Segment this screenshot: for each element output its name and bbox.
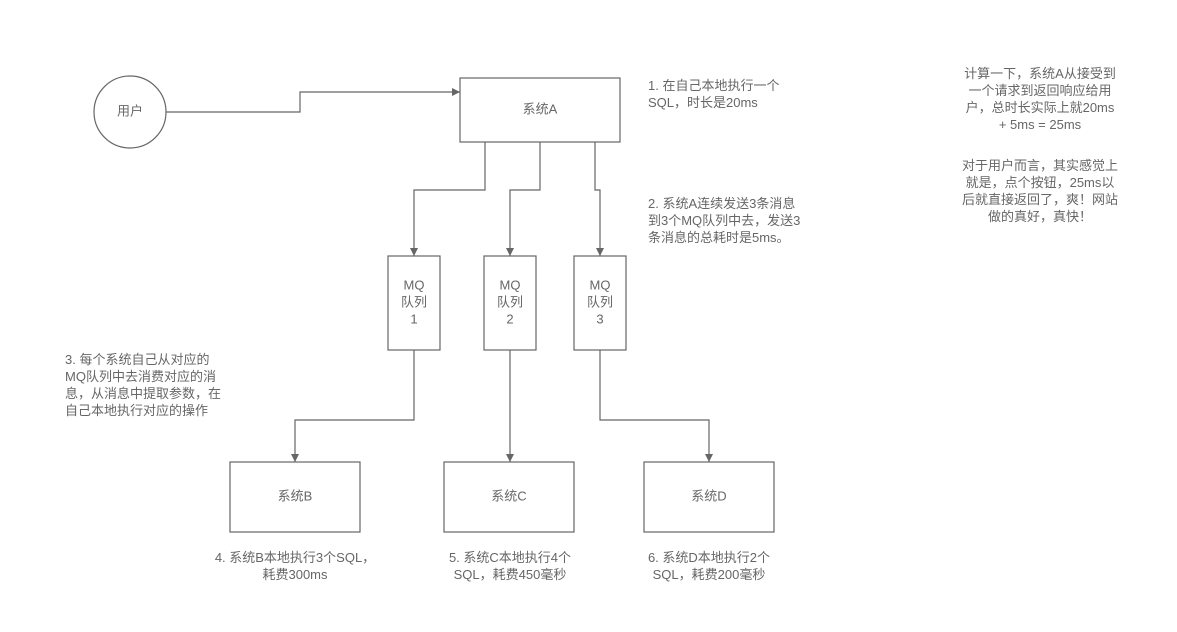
node-mq3-label: 3 (596, 311, 603, 326)
annotation-a1: 1. 在自己本地执行一个 SQL，时长是20ms (648, 78, 779, 110)
flowchart-canvas: 用户 系统A MQ 队列 1 MQ 队列 2 MQ 队列 3 系统B 系统C 系统D 1. 在自己本地执行… (0, 0, 1177, 632)
annotation-side2: 对于用户而言，其实感觉上就是，点个按钮，25ms以后就直接返回了，爽！网站做的真… (962, 158, 1118, 224)
node-user-label: 用户 (117, 103, 143, 118)
node-systemD: 系统D (644, 462, 774, 532)
annotation-a5-line: 5. 系统C本地执行4个 (449, 550, 571, 565)
node-systemC-label: 系统C (491, 488, 526, 503)
edge-A-to-mq1 (414, 142, 485, 256)
node-mq1-label: 1 (410, 311, 417, 326)
edge-user-to-A (166, 92, 460, 112)
node-systemB-label: 系统B (278, 488, 313, 503)
annotation-a2-line: 到3个MQ队列中去，发送3 (648, 213, 800, 228)
annotation-side1-line: 户，总时长实际上就20ms (966, 100, 1115, 115)
annotation-a6: 6. 系统D本地执行2个 SQL，耗费200毫秒 (648, 550, 770, 582)
node-systemD-label: 系统D (691, 488, 726, 503)
annotation-a6-line: SQL，耗费200毫秒 (653, 567, 766, 582)
node-systemB: 系统B (230, 462, 360, 532)
annotation-side1-line: + 5ms = 25ms (999, 117, 1082, 132)
annotation-side2-line: 做的真好，真快！ (988, 209, 1092, 224)
annotation-a3-line: MQ队列中去消费对应的消 (65, 369, 216, 384)
annotation-a5-line: SQL，耗费450毫秒 (454, 567, 567, 582)
annotation-a3-line: 自己本地执行对应的操作 (65, 403, 208, 418)
annotation-side1-line: 一个请求到返回响应给用 (968, 83, 1111, 98)
nodes-layer: 用户 系统A MQ 队列 1 MQ 队列 2 MQ 队列 3 系统B 系统C 系统D (94, 76, 774, 532)
node-mq2-label: 队列 (497, 294, 523, 309)
annotation-a2: 2. 系统A连续发送3条消息到3个MQ队列中去，发送3 条消息的总耗时是5ms。 (648, 196, 800, 245)
annotation-side1: 计算一下，系统A从接受到一个请求到返回响应给用户，总时长实际上就20ms + 5m… (964, 66, 1116, 132)
node-systemA-label: 系统A (523, 101, 558, 116)
node-systemA: 系统A (460, 78, 620, 142)
annotation-a4-line: 4. 系统B本地执行3个SQL， (215, 550, 375, 565)
edge-mq3-to-D (600, 350, 709, 462)
annotation-a3-line: 3. 每个系统自己从对应的 (65, 352, 209, 367)
annotation-a2-line: 2. 系统A连续发送3条消息 (648, 196, 795, 211)
annotation-side1-line: 计算一下，系统A从接受到 (964, 66, 1116, 81)
annotation-a4: 4. 系统B本地执行3个SQL， 耗费300ms (215, 550, 375, 582)
annotation-a3: 3. 每个系统自己从对应的 MQ队列中去消费对应的消息，从消息中提取参数，在自己本… (65, 352, 221, 418)
node-mq3-label: MQ (590, 277, 611, 292)
node-mq2-label: MQ (500, 277, 521, 292)
edge-mq1-to-B (295, 350, 414, 462)
node-mq1-label: 队列 (401, 294, 427, 309)
annotation-a1-line: 1. 在自己本地执行一个 (648, 78, 779, 93)
node-mq2-label: 2 (506, 311, 513, 326)
node-mq3-label: 队列 (587, 294, 613, 309)
annotation-side2-line: 对于用户而言，其实感觉上 (962, 158, 1118, 173)
annotation-side2-line: 后就直接返回了，爽！网站 (962, 192, 1118, 207)
annotation-a3-line: 息，从消息中提取参数，在 (65, 386, 221, 401)
node-mq1: MQ 队列 1 (388, 256, 440, 350)
edge-A-to-mq2 (510, 142, 540, 256)
node-user: 用户 (94, 76, 166, 148)
node-mq1-label: MQ (404, 277, 425, 292)
annotation-a4-line: 耗费300ms (262, 567, 328, 582)
annotation-a6-line: 6. 系统D本地执行2个 (648, 550, 770, 565)
node-mq3: MQ 队列 3 (574, 256, 626, 350)
node-systemC: 系统C (444, 462, 574, 532)
annotation-a5: 5. 系统C本地执行4个 SQL，耗费450毫秒 (449, 550, 571, 582)
annotation-a1-line: SQL，时长是20ms (648, 95, 758, 110)
edge-A-to-mq3 (595, 142, 600, 256)
annotation-side2-line: 就是，点个按钮，25ms以 (966, 175, 1115, 190)
node-mq2: MQ 队列 2 (484, 256, 536, 350)
annotation-a2-line: 条消息的总耗时是5ms。 (648, 230, 790, 245)
